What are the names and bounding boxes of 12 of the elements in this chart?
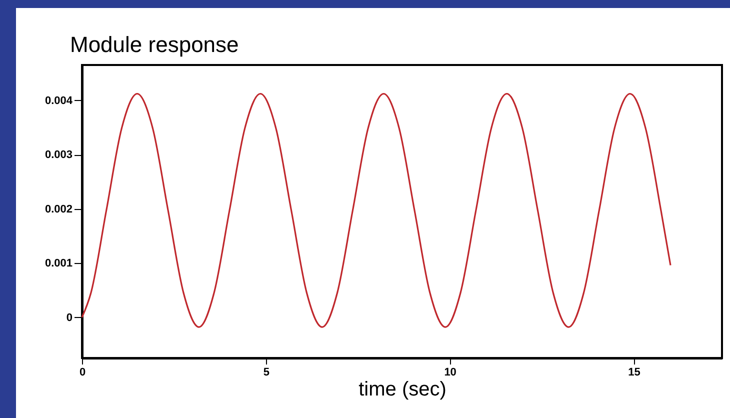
chart-title: Module response [70,32,239,57]
x-tick-label: 15 [628,366,640,378]
y-tick-label: 0.004 [44,94,74,107]
x-tick-label: 0 [79,366,86,378]
x-tick-label: 5 [263,366,270,378]
x-axis-title: time (sec) [358,378,446,400]
y-tick-label: 0 [66,312,72,324]
x-tick-label: 10 [444,366,456,378]
y-tick-label: 0.001 [44,258,72,270]
y-tick-label: 0.002 [44,203,72,216]
line-series [81,92,672,328]
y-tick-label: 0.003 [44,149,72,162]
